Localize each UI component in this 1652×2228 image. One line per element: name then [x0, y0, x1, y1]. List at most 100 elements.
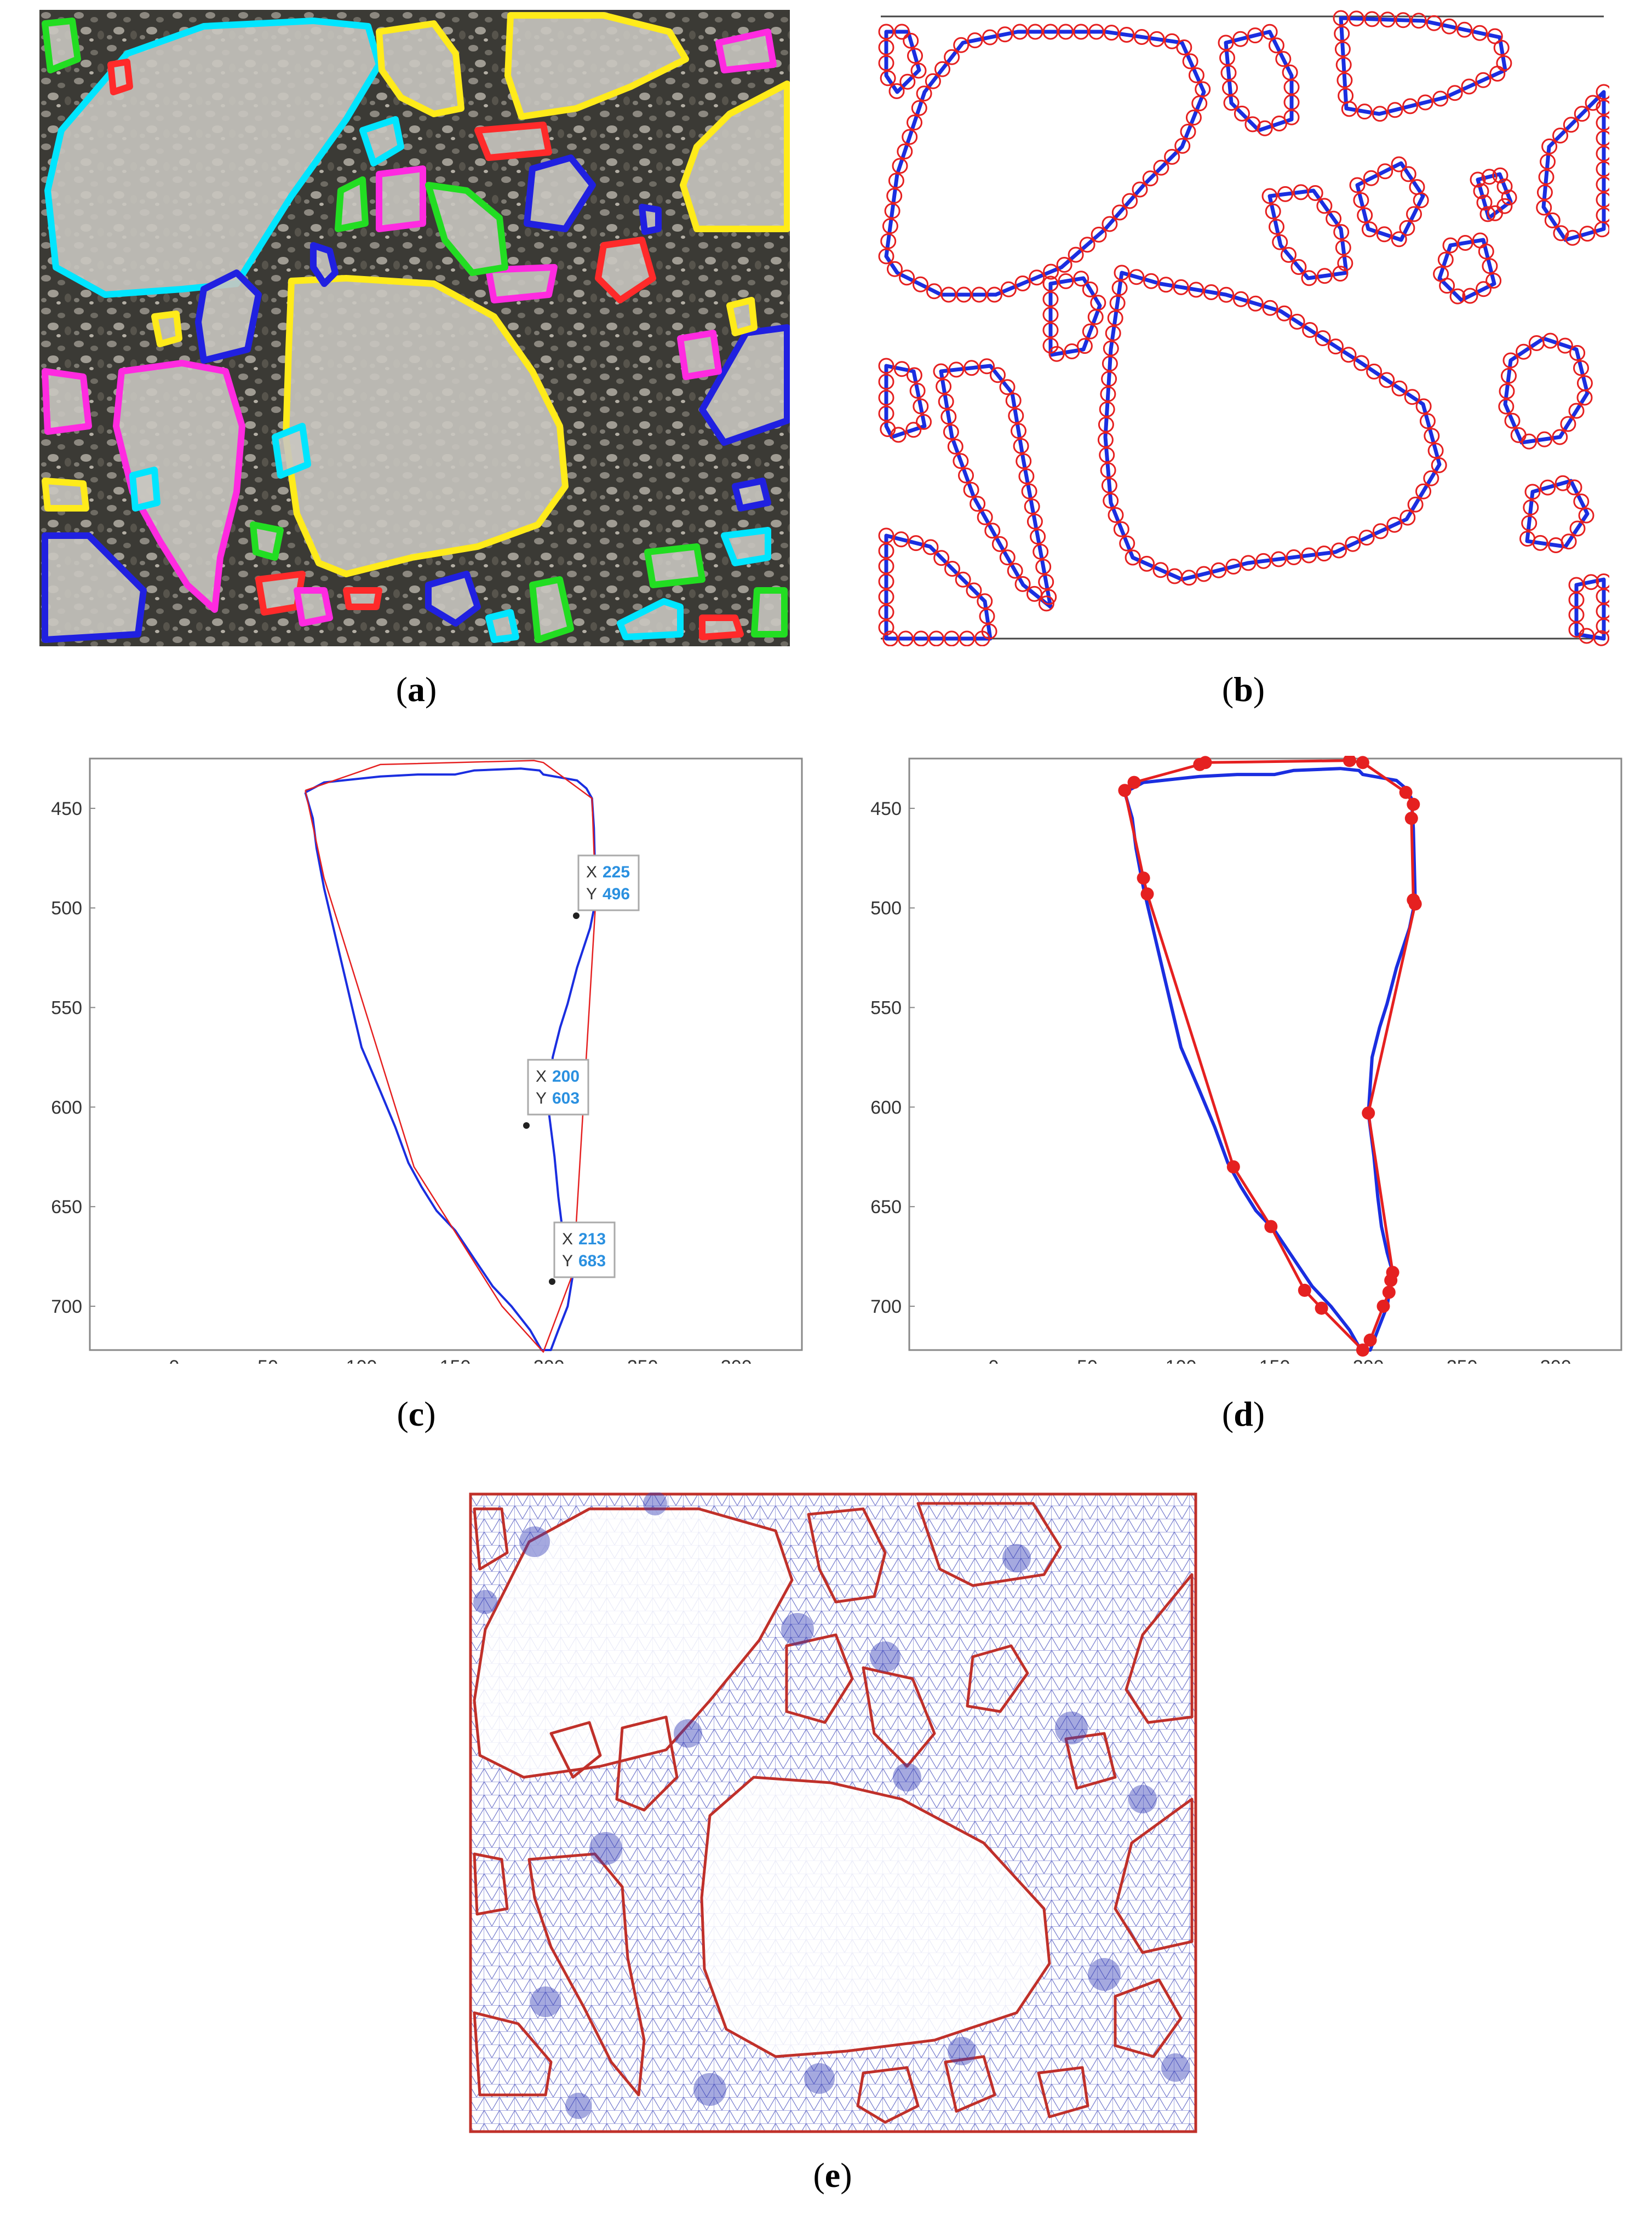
contour-vertex-marker: [948, 361, 965, 378]
aggregate-outline-green-5: [751, 587, 788, 638]
contour-vertex-marker: [1277, 186, 1293, 202]
mesh-boundary-right: [1125, 1573, 1194, 1724]
x-tick-label: 50: [257, 1357, 278, 1364]
x-tick-label: 250: [1447, 1357, 1478, 1364]
contour-vertex-marker: [1247, 27, 1263, 44]
contour-vertex-marker: [1569, 520, 1586, 537]
contour-vertex-marker: [1176, 39, 1192, 55]
contour-vertex-marker: [1290, 259, 1307, 275]
contour-vertex-marker: [1542, 332, 1558, 349]
contour-vertex-marker: [1024, 498, 1040, 515]
contour-vertex-marker: [1185, 110, 1202, 126]
contour-vertex-marker: [1164, 148, 1180, 165]
x-tick-label: 200: [1353, 1357, 1384, 1364]
contour-vertex-marker: [1544, 212, 1561, 228]
contour-vertex-marker: [1391, 380, 1408, 397]
contour-vertex-marker: [1596, 84, 1609, 100]
contour-vertex-marker: [1316, 545, 1332, 562]
contour-vertex-marker: [1261, 24, 1278, 40]
contour-vertex-marker: [1103, 25, 1120, 41]
mesh-boundary-small-8: [473, 1852, 509, 1916]
contour-vertex-marker: [1012, 24, 1028, 40]
mesh-boundary-small-13: [473, 2011, 553, 2097]
contour-vertex-marker: [897, 143, 913, 159]
contour-vertex-marker: [1372, 523, 1389, 539]
contour-vertex-marker: [1594, 221, 1609, 238]
datatip-2: X 200 Y 603: [523, 1059, 589, 1129]
contour-vertex-marker: [1265, 203, 1281, 220]
mesh-boundary-right-lower: [1114, 1798, 1194, 1954]
contour-vertex-marker: [1068, 246, 1084, 263]
contour-vertex-marker: [1111, 204, 1128, 221]
polygon-vertex-point: [1407, 797, 1420, 811]
polygon-vertex-point: [1363, 1333, 1377, 1347]
datatip-2-y-value: 603: [552, 1089, 580, 1107]
contour-vertex-marker: [1326, 210, 1342, 227]
mesh-refinement-clusters: [473, 1492, 1190, 2119]
contour-vertex-marker: [1255, 553, 1272, 569]
contour-mid-8: [1525, 479, 1590, 549]
contour-vertex-marker: [882, 218, 898, 234]
contour-mid-4: [1048, 276, 1102, 357]
x-tick-label: 150: [440, 1357, 471, 1364]
aggregate-outline-yellow-small-3: [726, 297, 758, 336]
contour-vertex-marker: [1437, 251, 1454, 268]
mesh-boundary-left-mid: [527, 1852, 646, 2097]
contour-vertex-marker: [1456, 21, 1473, 38]
datatip-3-x-value: 213: [578, 1230, 606, 1248]
datatip-3-x-label: X: [562, 1230, 573, 1248]
contour-vertex-marker: [1035, 559, 1052, 575]
contour-vertex-marker: [1276, 305, 1293, 321]
polygon-vertex-point: [1362, 1106, 1375, 1120]
plot-c-xticks: 0 50 100 150 200 250 300: [169, 1357, 752, 1364]
mesh-boundary-small-10: [856, 2066, 920, 2124]
contour-vertex-marker: [1114, 265, 1130, 281]
contour-vertex-marker: [1536, 184, 1553, 200]
contour-vertex-marker: [880, 233, 897, 249]
contour-vertex-marker: [1108, 507, 1124, 523]
contour-vertex-marker: [1524, 484, 1541, 500]
contour-vertex-marker: [892, 158, 908, 174]
contour-vertex-marker: [1442, 237, 1459, 254]
contour-vertex-marker: [898, 630, 914, 646]
contour-vertex-marker: [947, 438, 963, 455]
contour-vertex-marker: [911, 100, 927, 116]
aggregate-outline-blue-small-4: [310, 242, 339, 287]
contour-vertex-marker: [1107, 310, 1123, 326]
contour-vertex-marker: [1283, 79, 1300, 95]
y-tick-label: 500: [870, 898, 902, 919]
contour-vertex-marker: [1569, 345, 1586, 361]
contour-vertex-marker: [916, 85, 932, 102]
contour-vertex-marker: [1048, 346, 1065, 362]
contour-vertex-marker: [1042, 307, 1059, 323]
polygon-vertex-point: [1356, 1343, 1369, 1357]
contour-vertex-marker: [1519, 531, 1535, 547]
contour-vertex-marker: [1013, 438, 1029, 454]
contour-vertex-marker: [1596, 114, 1609, 131]
contour-vertex-marker: [1011, 423, 1026, 439]
y-tick-label: 550: [51, 998, 82, 1019]
contour-vertex-marker: [1119, 535, 1135, 552]
contour-vertex-marker: [1233, 291, 1249, 307]
contour-vertex-marker: [884, 203, 900, 219]
contour-vertex-marker: [1188, 67, 1204, 83]
contour-vertex-marker: [1315, 330, 1331, 346]
contour-vertex-marker: [1470, 171, 1486, 188]
aggregate-outline-yellow-mid: [376, 20, 464, 117]
contour-vertex-marker: [1357, 207, 1373, 223]
contour-vertex-marker: [1087, 309, 1104, 325]
plot-d-xticks: 0 50 100 150 200 250 300: [988, 1357, 1571, 1364]
contour-vertex-marker: [1056, 257, 1072, 273]
contour-vertex-marker: [959, 630, 975, 646]
polygon-vertex-point: [1140, 887, 1154, 901]
contour-vertex-marker: [1174, 137, 1191, 154]
contour-vertex-marker: [1336, 72, 1353, 88]
contour-vertex-marker: [1014, 275, 1031, 291]
contour-vertex-marker: [940, 409, 957, 425]
contour-vertex-marker: [1540, 153, 1556, 170]
contour-vertex-marker: [1328, 338, 1344, 355]
contour-vertex-marker: [887, 261, 903, 277]
contour-vertex-marker: [1102, 216, 1118, 232]
mesh-boundary-small-5: [549, 1721, 602, 1779]
contour-vertex-marker: [934, 61, 950, 77]
